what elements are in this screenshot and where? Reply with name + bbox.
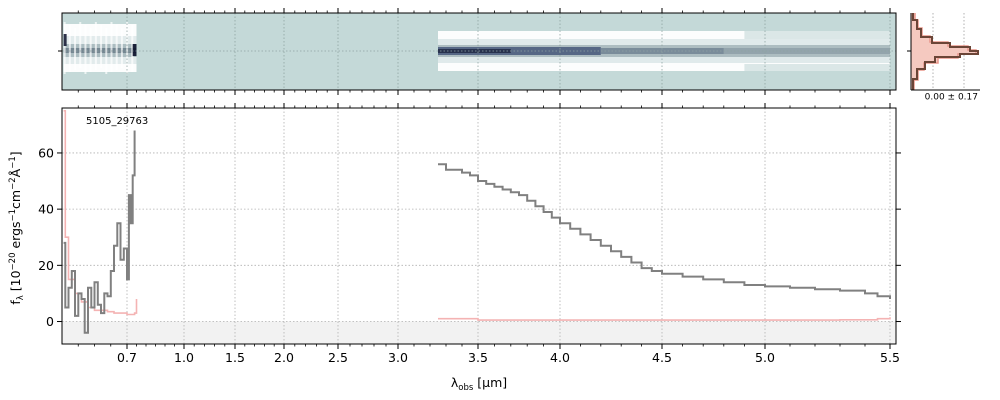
spectrum-2d-block [600,48,724,54]
x-tick-label: 4.0 [550,350,570,365]
x-tick-label: 4.5 [652,350,672,365]
x-axis-label: λobs [μm] [451,375,507,393]
x-tick-label: 5.5 [880,350,900,365]
x-tick-label: 1.5 [225,350,245,365]
x-tick-label: 5.0 [755,350,775,365]
spectrum-2d-block [744,64,890,71]
profile-annotation: 0.00 ± 0.17 [925,93,978,103]
spectrum-2d-block [744,31,890,39]
profile-plot [911,13,980,90]
x-tick-label: 3.5 [468,350,488,365]
spectrum-2d-block [723,48,890,54]
spectrum-2d-ticks [77,8,891,95]
spectrum-2d-block [68,25,71,72]
error-series-line [63,110,891,321]
y-tick-label: 60 [38,145,54,160]
spectrum-1d-panel: 0.7 1.0 1.5 2.0 2.5 3.0 3.5 4.0 4.5 5.0 5.5 0 20 40 6… [8,103,901,393]
spectrum-2d-block [132,44,137,56]
y-tick-label: 20 [38,258,54,273]
y-tick-label: 0 [46,314,54,329]
flux-series-line [63,130,891,334]
spectrum-1d-background [62,108,896,344]
y-axis-label: fλ [10−20 ergs−1cm−2Å−1] [8,151,26,304]
spectrum-2d-grid [62,13,896,90]
zero-band [62,321,896,344]
x-tick-label: 2.0 [274,350,294,365]
y-axis-ticks: 0 20 40 60 [38,145,901,329]
x-tick-label: 2.5 [328,350,348,365]
profile-panel: 0.00 ± 0.17 [907,13,980,103]
spectrum-2d-block [115,25,118,70]
spectrum-1d-frame [61,107,897,345]
spectrum-2d-block [89,28,92,72]
x-tick-label: 3.0 [388,350,408,365]
spectrum-2d-block [438,47,601,55]
spectrum-2d-block [131,25,134,72]
spectrum-2d-block [100,25,103,68]
y-tick-label: 40 [38,202,54,217]
spectrum-2d-block [63,34,67,46]
profile-model-fill [911,13,976,90]
x-tick-label: 1.0 [174,350,194,365]
spectrum-2d-panel [58,8,897,95]
spectrum-2d-block [438,49,511,53]
spectrum-2d-block [84,25,87,74]
spectrum-id-label: 5105_29763 [86,116,148,127]
spectrum-2d-block [120,28,123,68]
profile-data-line [912,13,979,90]
spectrum-2d-block [110,22,113,72]
spectrum-2d-block [74,28,77,70]
spectrum-2d-block [63,22,66,74]
spectrum-1d-grid [62,108,896,344]
x-tick-label: 0.7 [117,350,137,365]
spectrum-2d-block [94,22,97,70]
spectrum-2d-block [79,22,82,68]
spectrum-2d-block [105,28,108,74]
x-axis-ticks: 0.7 1.0 1.5 2.0 2.5 3.0 3.5 4.0 4.5 5.0 5.5 [77,103,900,365]
